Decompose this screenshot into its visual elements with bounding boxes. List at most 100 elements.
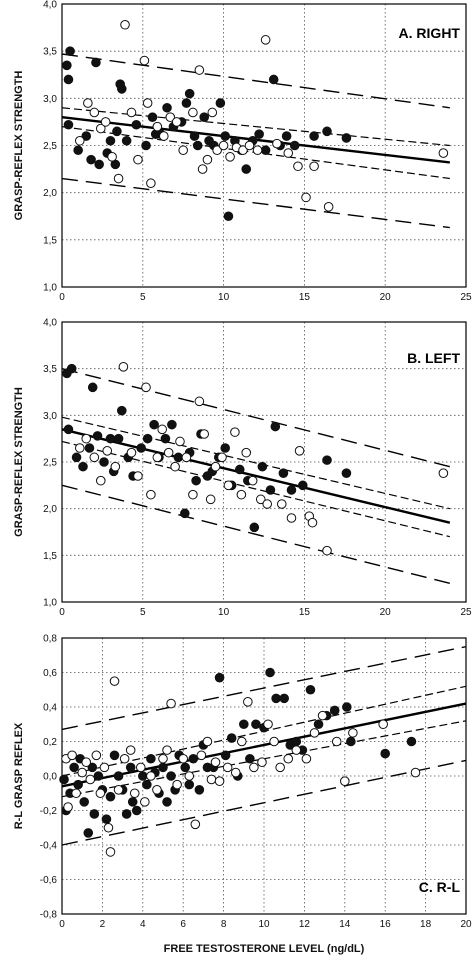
open-data-point — [283, 753, 294, 764]
open-data-point — [140, 797, 150, 807]
regression-pi-lower-line — [61, 484, 451, 585]
filled-data-point — [105, 135, 116, 146]
panel-1: 0 5 10 15 20 25 1,0 1,5 2,0 2,5 3,0 3,5 4,0 A. RIGHT G… — [13, 0, 472, 303]
open-data-point — [272, 138, 282, 149]
y-tick-label: 0,4 — [43, 703, 57, 714]
x-tick-label: 10 — [258, 919, 270, 930]
panel-title: A. RIGHT — [399, 25, 461, 41]
filled-data-point — [136, 443, 146, 453]
open-data-point — [225, 152, 235, 162]
open-data-point — [301, 753, 312, 764]
open-data-point — [133, 471, 143, 481]
open-data-point — [210, 461, 221, 472]
open-data-point — [244, 140, 255, 151]
open-data-point — [199, 429, 210, 439]
filled-data-point — [241, 164, 252, 174]
filled-data-point — [184, 88, 195, 99]
x-tick-label: 5 — [140, 607, 146, 618]
open-data-point — [222, 762, 233, 773]
open-data-point — [133, 154, 143, 165]
filled-data-point — [215, 98, 226, 108]
y-tick-label: 2,5 — [43, 141, 57, 152]
open-data-point — [71, 788, 81, 799]
open-data-point — [291, 745, 302, 755]
filled-data-point — [191, 475, 201, 486]
open-data-point — [194, 65, 205, 75]
open-data-point — [105, 847, 116, 857]
open-data-point — [275, 762, 285, 773]
filled-data-point — [99, 457, 109, 467]
open-data-point — [190, 819, 201, 830]
open-data-point — [309, 161, 319, 172]
filled-data-point — [189, 131, 200, 141]
panel-3: 0 2 4 6 8 10 12 14 16 18 20 -0,8 -0,6 -0,4 -0,2 0,0 0,2 0… — [13, 634, 472, 956]
filled-data-point — [406, 736, 417, 747]
open-data-point — [74, 443, 85, 453]
filled-data-point — [260, 145, 271, 156]
y-axis-label: GRASP-REFLEX STRENGTH — [13, 387, 25, 537]
x-tick-label: 0 — [59, 919, 65, 930]
filled-data-point — [78, 461, 88, 472]
filled-data-point — [188, 753, 199, 764]
filled-data-point — [93, 771, 104, 781]
open-data-point — [135, 762, 146, 773]
open-data-point — [100, 117, 111, 127]
open-data-point — [188, 107, 198, 118]
open-data-point — [139, 55, 150, 66]
open-data-point — [171, 117, 182, 127]
open-data-point — [119, 753, 130, 764]
filled-data-point — [105, 791, 116, 802]
filled-data-point — [220, 131, 231, 141]
filled-data-point — [121, 135, 132, 146]
filled-data-point — [149, 419, 159, 430]
open-data-point — [152, 121, 163, 132]
filled-data-point — [265, 485, 276, 495]
open-data-point — [110, 461, 121, 472]
x-tick-label: 25 — [460, 292, 472, 303]
open-data-point — [158, 753, 168, 764]
filled-data-point — [113, 771, 124, 781]
open-data-point — [178, 753, 188, 764]
open-data-point — [255, 494, 266, 505]
panel-title: C. R-L — [419, 879, 461, 895]
open-data-point — [146, 489, 156, 500]
open-data-point — [294, 446, 305, 456]
x-tick-label: 16 — [380, 919, 392, 930]
open-data-point — [293, 161, 303, 172]
open-data-point — [323, 202, 334, 212]
x-axis-label: FREE TESTOSTERONE LEVEL (ng/dL) — [164, 943, 365, 955]
x-tick-label: 0 — [59, 292, 65, 303]
filled-data-point — [322, 126, 332, 137]
open-data-point — [172, 779, 182, 790]
open-data-point — [269, 736, 279, 747]
filled-data-point — [220, 443, 231, 453]
filled-data-point — [249, 522, 260, 533]
x-tick-label: 12 — [299, 919, 311, 930]
open-data-point — [210, 757, 221, 768]
filled-data-point — [220, 750, 231, 761]
open-data-point — [95, 123, 106, 134]
open-data-point — [236, 489, 247, 500]
filled-data-point — [73, 779, 83, 790]
y-tick-label: 0,8 — [43, 634, 57, 645]
open-data-point — [152, 452, 163, 463]
filled-data-point — [138, 771, 148, 781]
filled-data-point — [62, 60, 72, 71]
open-data-point — [286, 513, 297, 523]
filled-data-point — [329, 705, 340, 716]
y-tick-label: 2,0 — [43, 504, 57, 515]
open-data-point — [247, 475, 258, 486]
filled-data-point — [313, 719, 324, 730]
open-data-point — [113, 785, 124, 795]
open-data-point — [89, 452, 100, 463]
regression-ci-lower-line — [61, 440, 450, 538]
open-data-point — [95, 788, 106, 799]
filled-data-point — [94, 159, 104, 170]
open-data-point — [217, 452, 227, 463]
open-data-point — [107, 152, 117, 162]
y-axis-label: R-L GRASP REFLEX — [13, 722, 25, 829]
open-data-point — [238, 145, 248, 156]
y-tick-label: 3,5 — [43, 364, 57, 375]
open-data-point — [126, 447, 137, 458]
filled-data-point — [380, 748, 391, 759]
